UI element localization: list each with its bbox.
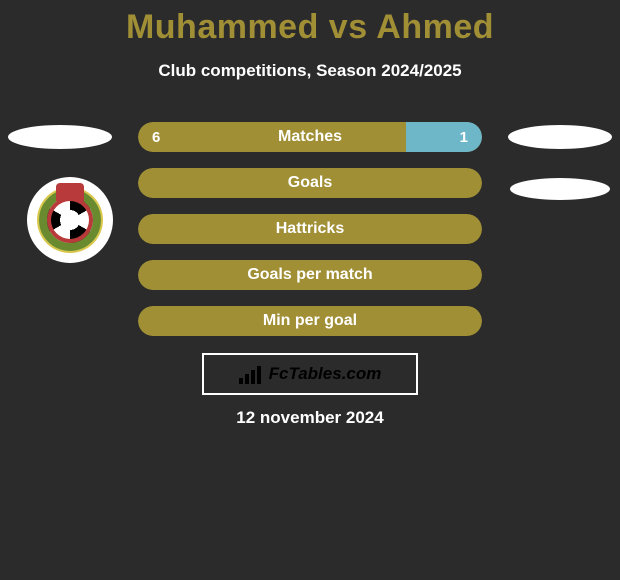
stat-bar-right-value: 1	[460, 122, 468, 152]
player-left-club-logo	[27, 177, 113, 263]
stat-bar: Matches6 1	[138, 122, 482, 152]
stat-bar-label: Hattricks	[138, 214, 482, 244]
date-text: 12 november 2024	[0, 408, 620, 428]
stat-bar: Hattricks	[138, 214, 482, 244]
watermark-text: FcTables.com	[269, 364, 382, 384]
subtitle: Club competitions, Season 2024/2025	[0, 61, 620, 81]
stat-bar-left-value: 6	[152, 122, 160, 152]
watermark-box: FcTables.com	[202, 353, 418, 395]
stats-bars: Matches6 1 Goals Hattricks Goals per match Mi…	[138, 122, 482, 352]
stat-bar-label: Goals	[138, 168, 482, 198]
player-right-photo-placeholder	[508, 125, 612, 149]
bar-chart-icon	[239, 364, 263, 384]
stat-bar: Goals	[138, 168, 482, 198]
page-title: Muhammed vs Ahmed	[0, 0, 620, 47]
stat-bar-label: Min per goal	[138, 306, 482, 336]
player-left-photo-placeholder	[8, 125, 112, 149]
stat-bar-label: Matches	[138, 122, 482, 152]
stat-bar-label: Goals per match	[138, 260, 482, 290]
player-right-club-placeholder	[510, 178, 610, 200]
stat-bar: Min per goal	[138, 306, 482, 336]
soccer-ball-icon	[39, 189, 101, 251]
stat-bar: Goals per match	[138, 260, 482, 290]
